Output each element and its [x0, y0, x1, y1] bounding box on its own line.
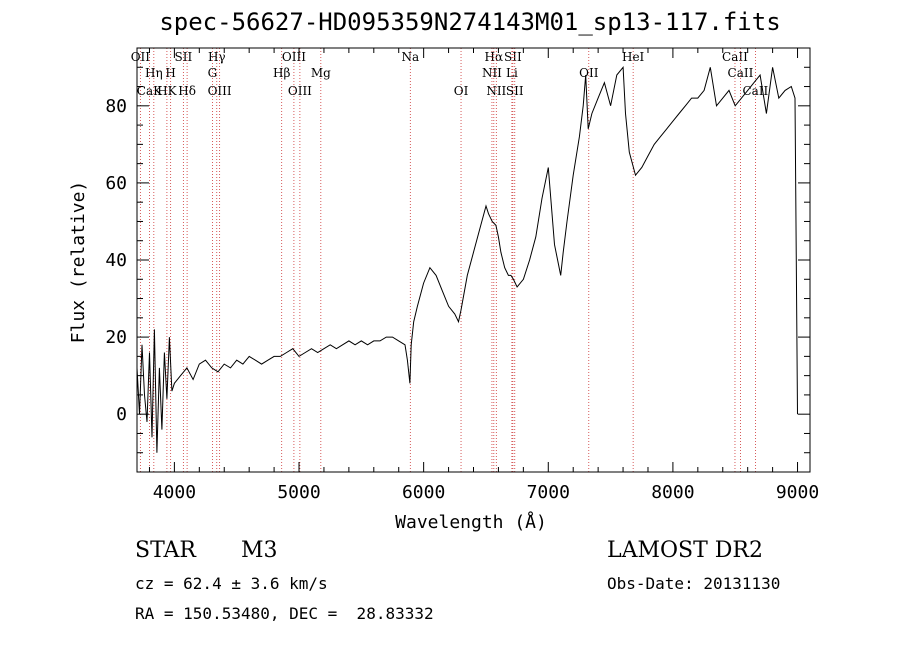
- spectral-line-label: G: [208, 66, 218, 80]
- spectral-line-label: OIII: [282, 50, 306, 64]
- axis-ticks: 4000 5000 6000 7000 8000 9000 0 20 40 60 80: [105, 48, 819, 503]
- y-tick-label: 40: [105, 250, 127, 271]
- x-axis-label: Wavelength (Å): [395, 511, 547, 533]
- spectral-line-label: Mg: [311, 66, 331, 80]
- spectral-line-label: Hγ: [208, 50, 226, 64]
- spectral-line-label: Hδ: [178, 84, 196, 98]
- spectral-line-label: OII: [579, 66, 599, 80]
- y-tick-label: 80: [105, 96, 127, 117]
- spectral-line-label: Hη: [145, 66, 163, 80]
- y-tick-label: 0: [116, 404, 127, 425]
- spectral-line-label: OII: [131, 50, 151, 64]
- chart-title: spec-56627-HD095359N274143M01_sp13-117.f…: [159, 8, 780, 36]
- spectral-line-label: NII: [482, 66, 502, 80]
- spectral-line-label: Hβ: [273, 66, 290, 80]
- spectral-line-label: Na: [401, 50, 419, 64]
- x-tick-label: 9000: [776, 482, 819, 503]
- spectral-line-label: CaII: [742, 84, 768, 98]
- spectral-line-label: OIII: [288, 84, 312, 98]
- spectral-line-label: CaK: [137, 84, 163, 98]
- spectral-line-label: Hα: [485, 50, 504, 64]
- x-tick-label: 8000: [651, 482, 694, 503]
- spectral-line-label: CaII: [728, 66, 754, 80]
- object-class: STAR: [135, 538, 196, 563]
- spectral-line-label: SII: [175, 50, 193, 64]
- survey-name: LAMOST DR2: [607, 538, 763, 563]
- spectral-line-label: Li: [506, 66, 518, 80]
- x-tick-label: 6000: [402, 482, 445, 503]
- spectral-line-label: HK: [157, 84, 177, 98]
- spectral-line-label: SII: [504, 50, 522, 64]
- coordinates-readout: RA = 150.53480, DEC = 28.83332: [135, 604, 434, 623]
- spectrum-series: [136, 65, 798, 453]
- spectral-line-label: OI: [454, 84, 469, 98]
- plot-frame: [136, 47, 811, 473]
- spectral-line-label: NII: [486, 84, 506, 98]
- spectral-line-label: OIII: [208, 84, 232, 98]
- observation-date: Obs-Date: 20131130: [607, 574, 781, 593]
- spectral-line-label: H: [165, 66, 175, 80]
- y-axis-label: Flux (relative): [68, 181, 89, 344]
- spectrum-chart: spec-56627-HD095359N274143M01_sp13-117.f…: [68, 8, 819, 533]
- spectral-line-label: CaII: [722, 50, 748, 64]
- spectral-line-label: HeI: [622, 50, 645, 64]
- x-tick-label: 7000: [527, 482, 570, 503]
- x-tick-label: 4000: [153, 482, 196, 503]
- y-tick-label: 60: [105, 173, 127, 194]
- cz-readout: cz = 62.4 ± 3.6 km/s: [135, 574, 328, 593]
- spectral-line-label: SII: [506, 84, 524, 98]
- object-subclass: M3: [241, 538, 278, 563]
- y-tick-label: 20: [105, 327, 127, 348]
- x-tick-label: 5000: [277, 482, 320, 503]
